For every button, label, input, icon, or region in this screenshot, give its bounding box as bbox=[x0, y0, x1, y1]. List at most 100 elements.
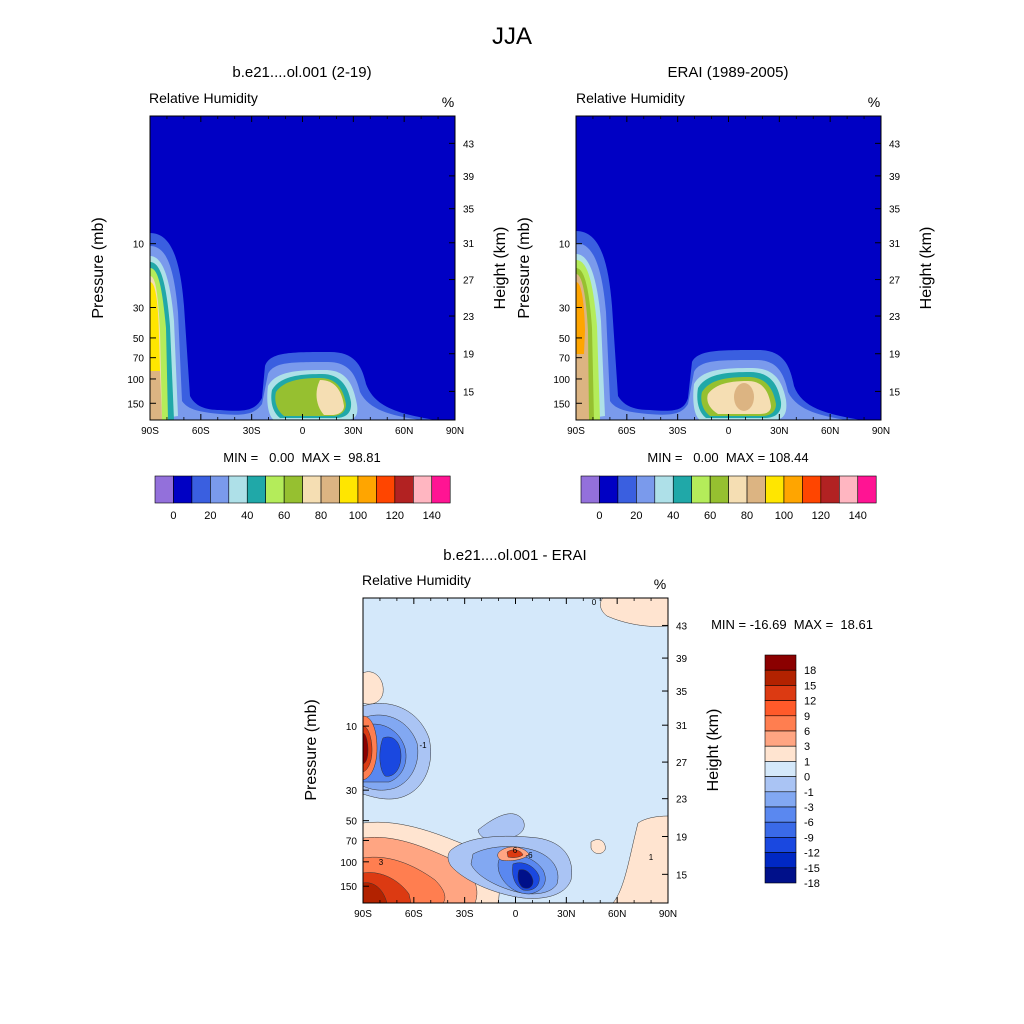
colorbar-swatch bbox=[617, 475, 637, 504]
panel-title: b.e21....ol.001 - ERAI bbox=[443, 547, 586, 564]
colorbar-swatch bbox=[283, 475, 303, 504]
panel-obs: ERAI (1989-2005) Relative Humidity % Pre… bbox=[516, 64, 935, 465]
x-tick-label: 0 bbox=[726, 426, 732, 437]
panel-model: b.e21....ol.001 (2-19) Relative Humidity… bbox=[90, 64, 509, 465]
panel-title: ERAI (1989-2005) bbox=[668, 64, 789, 81]
y2-tick-label: 39 bbox=[889, 172, 901, 183]
colorbar-swatch bbox=[764, 867, 797, 884]
colorbar-swatch bbox=[764, 745, 797, 762]
colorbar-swatch bbox=[636, 475, 656, 504]
colorbar-label: 40 bbox=[667, 510, 679, 522]
y2-tick-label: 43 bbox=[463, 139, 475, 150]
colorbar-swatch bbox=[412, 475, 433, 504]
colorbar-label: 3 bbox=[804, 741, 810, 753]
colorbar-swatch bbox=[764, 837, 797, 853]
variable-label: Relative Humidity bbox=[576, 90, 685, 106]
x-tick-label: 30S bbox=[456, 909, 474, 920]
colorbar-label: 9 bbox=[804, 711, 810, 723]
y2-tick-label: 15 bbox=[889, 387, 901, 398]
x-tick-label: 60N bbox=[395, 426, 413, 437]
x-tick-label: 90N bbox=[872, 426, 890, 437]
colorbar-swatch bbox=[154, 475, 174, 504]
colorbar-swatch bbox=[764, 761, 797, 777]
y-tick-label: 30 bbox=[346, 786, 358, 797]
y-tick-label: 30 bbox=[559, 304, 571, 315]
x-tick-label: 30N bbox=[770, 426, 788, 437]
y2-tick-label: 23 bbox=[889, 312, 901, 323]
unit-label: % bbox=[868, 94, 880, 110]
y-tick-label: 50 bbox=[559, 334, 571, 345]
x-tick-label: 90N bbox=[446, 426, 464, 437]
colorbar-swatch bbox=[672, 475, 693, 504]
colorbar-label: 0 bbox=[170, 510, 176, 522]
colorbar-swatch bbox=[320, 475, 340, 504]
colorbar-swatch bbox=[173, 475, 193, 504]
colorbar-label: 100 bbox=[775, 510, 793, 522]
colorbar-label: 18 bbox=[804, 665, 816, 677]
y2-tick-label: 35 bbox=[676, 687, 688, 698]
y2-tick-label: 15 bbox=[463, 387, 475, 398]
y2-tick-label: 31 bbox=[676, 721, 688, 732]
colorbar-swatch bbox=[265, 475, 285, 504]
y-tick-label: 50 bbox=[133, 334, 145, 345]
colorbar-swatch bbox=[764, 791, 797, 808]
colorbar-label: 80 bbox=[741, 510, 753, 522]
panel-difference: b.e21....ol.001 - ERAI Relative Humidity… bbox=[303, 547, 873, 904]
y-tick-label: 70 bbox=[133, 354, 145, 365]
colorbar-label: 60 bbox=[704, 510, 716, 522]
colorbar-swatch bbox=[376, 475, 396, 504]
colorbar-label: -12 bbox=[804, 848, 820, 860]
colorbar-swatch bbox=[764, 685, 797, 701]
x-tick-label: 30N bbox=[344, 426, 362, 437]
y2-tick-label: 43 bbox=[676, 621, 688, 632]
y2-axis-label: Height (km) bbox=[705, 709, 722, 792]
y2-axis-label: Height (km) bbox=[492, 227, 509, 310]
y-tick-label: 100 bbox=[340, 858, 357, 869]
unit-label: % bbox=[442, 94, 454, 110]
colorbar-swatch bbox=[191, 475, 211, 504]
colorbar-swatch bbox=[820, 475, 840, 504]
y2-tick-label: 27 bbox=[463, 276, 475, 287]
colorbar-swatch bbox=[764, 654, 797, 671]
colorbar-swatch bbox=[228, 475, 248, 504]
colorbar-label: 120 bbox=[386, 510, 404, 522]
colorbar-label: 100 bbox=[349, 510, 367, 522]
colorbar-label: 120 bbox=[812, 510, 830, 522]
axes-and-colorbars: 90S 60S 30S 0 30N 60N 90N103050701001504339353… bbox=[127, 116, 901, 920]
y2-tick-label: 39 bbox=[676, 654, 688, 665]
colorbar-label: 6 bbox=[804, 726, 810, 738]
y2-tick-label: 15 bbox=[676, 870, 688, 881]
x-tick-label: 0 bbox=[300, 426, 306, 437]
y-axis-label: Pressure (mb) bbox=[303, 699, 320, 800]
x-tick-label: 30S bbox=[669, 426, 687, 437]
colorbar-swatch bbox=[764, 730, 797, 747]
y2-tick-label: 27 bbox=[889, 276, 901, 287]
colorbar-swatch bbox=[764, 715, 797, 732]
panel-title: b.e21....ol.001 (2-19) bbox=[232, 64, 371, 81]
x-tick-label: 90N bbox=[659, 909, 677, 920]
field-obs bbox=[576, 116, 881, 420]
x-tick-label: 60N bbox=[608, 909, 626, 920]
colorbar-swatch bbox=[210, 475, 230, 504]
colorbar-swatch bbox=[357, 475, 377, 504]
y-tick-label: 30 bbox=[133, 304, 145, 315]
colorbar-swatch bbox=[857, 475, 877, 504]
colorbar-swatch bbox=[246, 475, 267, 504]
x-tick-label: 60S bbox=[405, 909, 423, 920]
y-tick-label: 50 bbox=[346, 817, 358, 828]
x-tick-label: 30N bbox=[557, 909, 575, 920]
y2-tick-label: 39 bbox=[463, 172, 475, 183]
unit-label: % bbox=[654, 576, 666, 592]
y2-tick-label: 43 bbox=[889, 139, 901, 150]
x-tick-label: 30S bbox=[243, 426, 261, 437]
colorbar-label: 40 bbox=[241, 510, 253, 522]
colorbar-label: -9 bbox=[804, 832, 814, 844]
colorbar-label: 80 bbox=[315, 510, 327, 522]
field-difference bbox=[363, 598, 668, 903]
y2-tick-label: 35 bbox=[889, 205, 901, 216]
minmax-text: MIN = 0.00 MAX = 108.44 bbox=[647, 450, 808, 465]
colorbar-swatch bbox=[764, 821, 797, 838]
colorbar-swatch bbox=[599, 475, 619, 504]
y-tick-label: 150 bbox=[340, 882, 357, 893]
